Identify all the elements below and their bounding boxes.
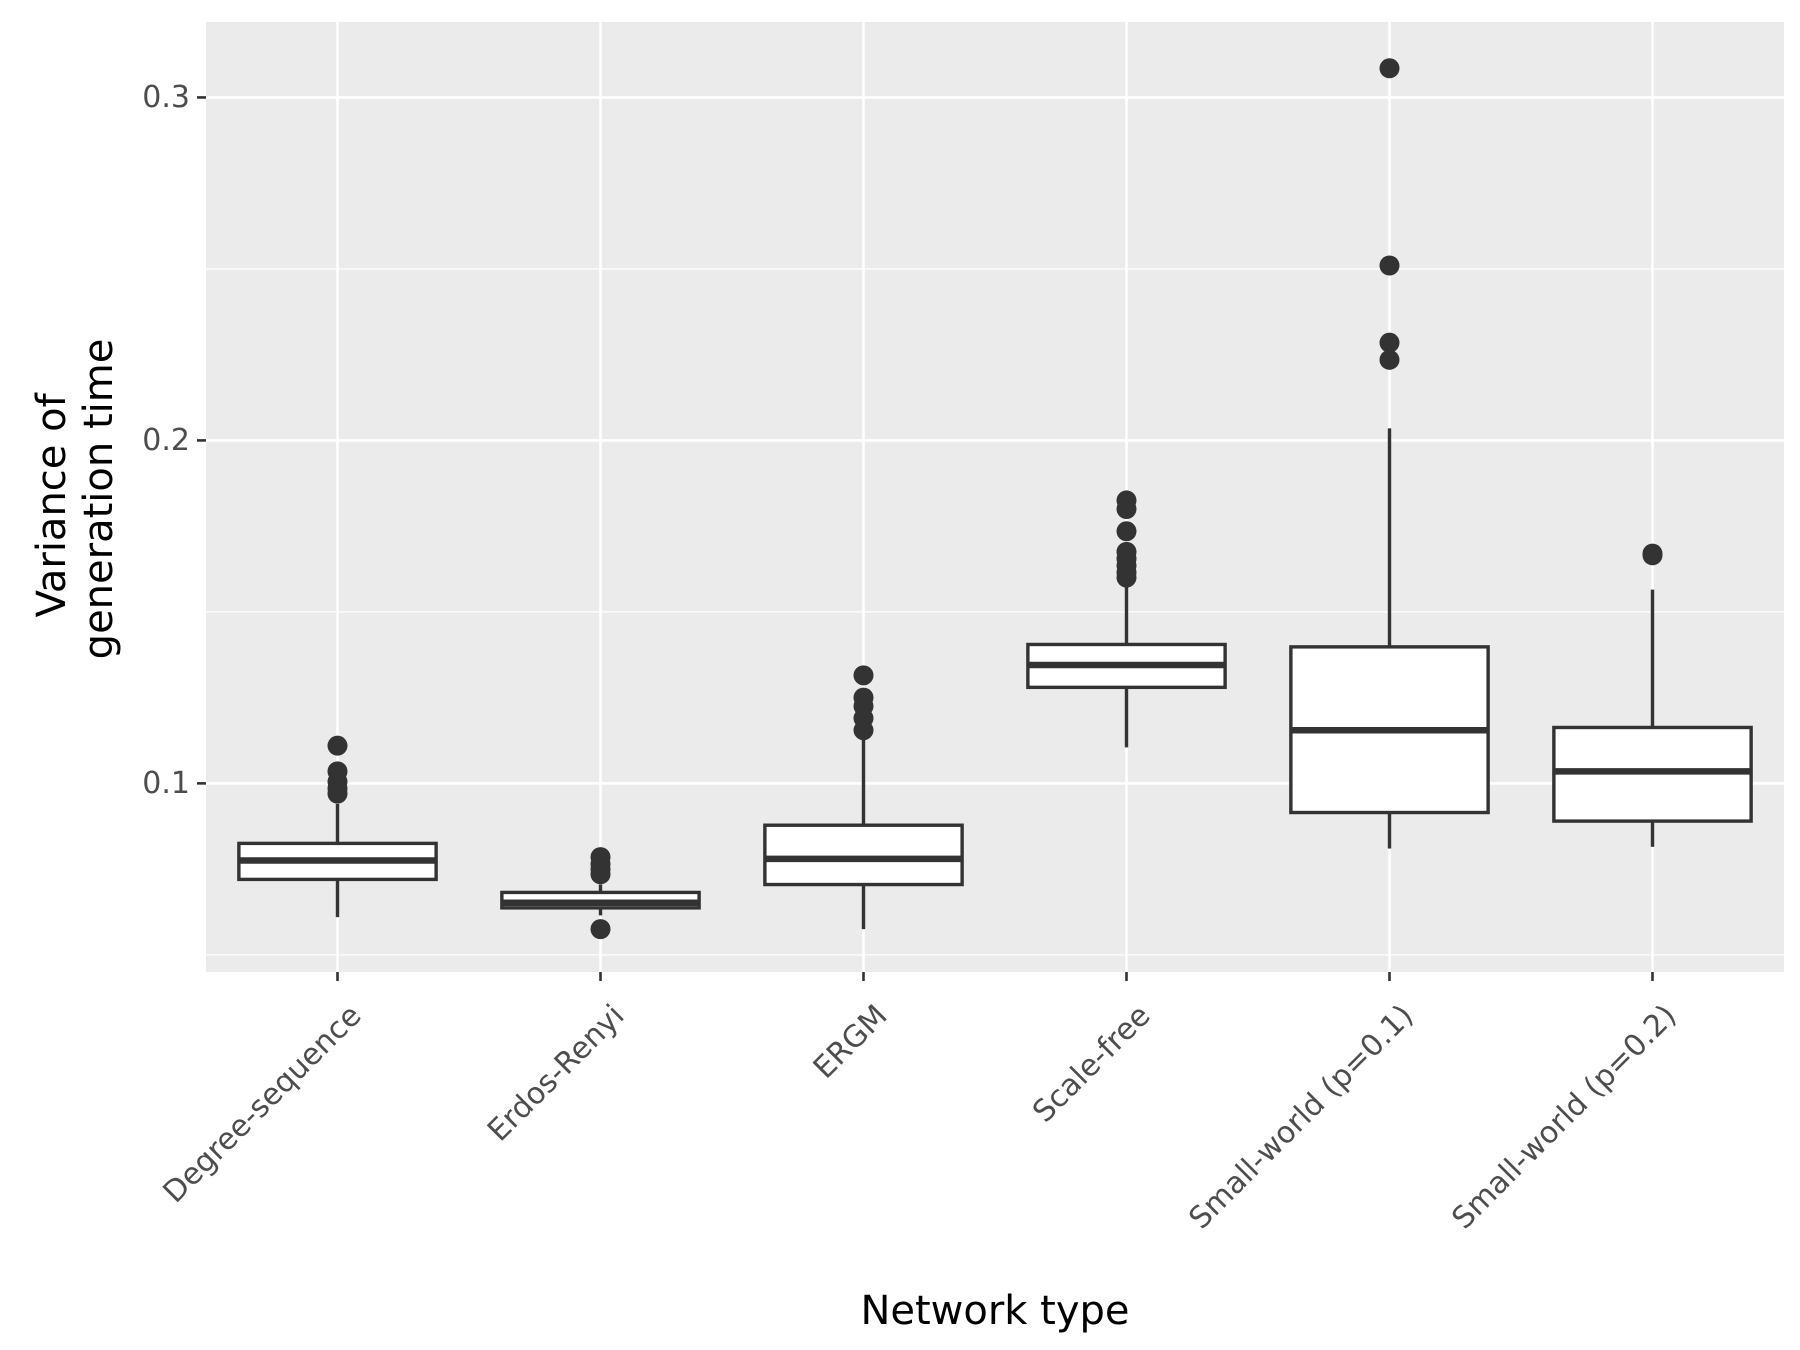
box-group	[1026, 490, 1227, 748]
grid-lines	[206, 22, 1784, 972]
y-axis-title-line-2: generation time	[76, 339, 122, 660]
outlier-point	[327, 735, 348, 756]
x-tick-label: ERGM	[807, 998, 895, 1086]
x-tick-label: Degree-sequence	[157, 998, 369, 1210]
outlier-point	[853, 720, 874, 741]
outlier-point	[1116, 521, 1137, 542]
y-tick-label: 0.1	[142, 766, 190, 801]
outlier-point	[1379, 58, 1400, 79]
box-group	[1552, 543, 1753, 847]
y-axis-title-line-1: Variance of	[29, 392, 75, 617]
outlier-point	[853, 665, 874, 686]
box-group	[763, 665, 964, 930]
outlier-point	[1116, 567, 1137, 588]
x-axis-title: Network type	[860, 1288, 1129, 1334]
outlier-point	[1116, 499, 1137, 520]
box-group	[1289, 58, 1490, 849]
y-tick-label: 0.2	[142, 423, 190, 458]
y-tick-label: 0.3	[142, 80, 190, 115]
y-axis-title: Variance of generation time	[29, 339, 122, 660]
box-group	[237, 735, 438, 918]
x-tick-label: Scale-free	[1026, 998, 1157, 1129]
x-axis: Degree-sequence Erdos-Renyi ERGM Scale-free…	[157, 972, 1683, 1236]
plot-panel	[206, 22, 1784, 972]
outlier-point	[1379, 349, 1400, 370]
outlier-point	[590, 919, 611, 940]
x-tick-label: Small-world (p=0.2)	[1445, 998, 1683, 1236]
outlier-point	[327, 783, 348, 804]
box-iqr	[763, 823, 964, 887]
x-tick-label: Small-world (p=0.1)	[1182, 998, 1420, 1236]
outlier-point	[590, 864, 611, 885]
x-tick-label: Erdos-Renyi	[481, 998, 631, 1148]
boxes	[237, 58, 1753, 940]
box-group	[500, 847, 701, 940]
outlier-point	[1379, 332, 1400, 353]
outlier-point	[1379, 255, 1400, 276]
outlier-point	[1642, 545, 1663, 566]
y-axis: 0.1 0.2 0.3	[142, 80, 206, 801]
